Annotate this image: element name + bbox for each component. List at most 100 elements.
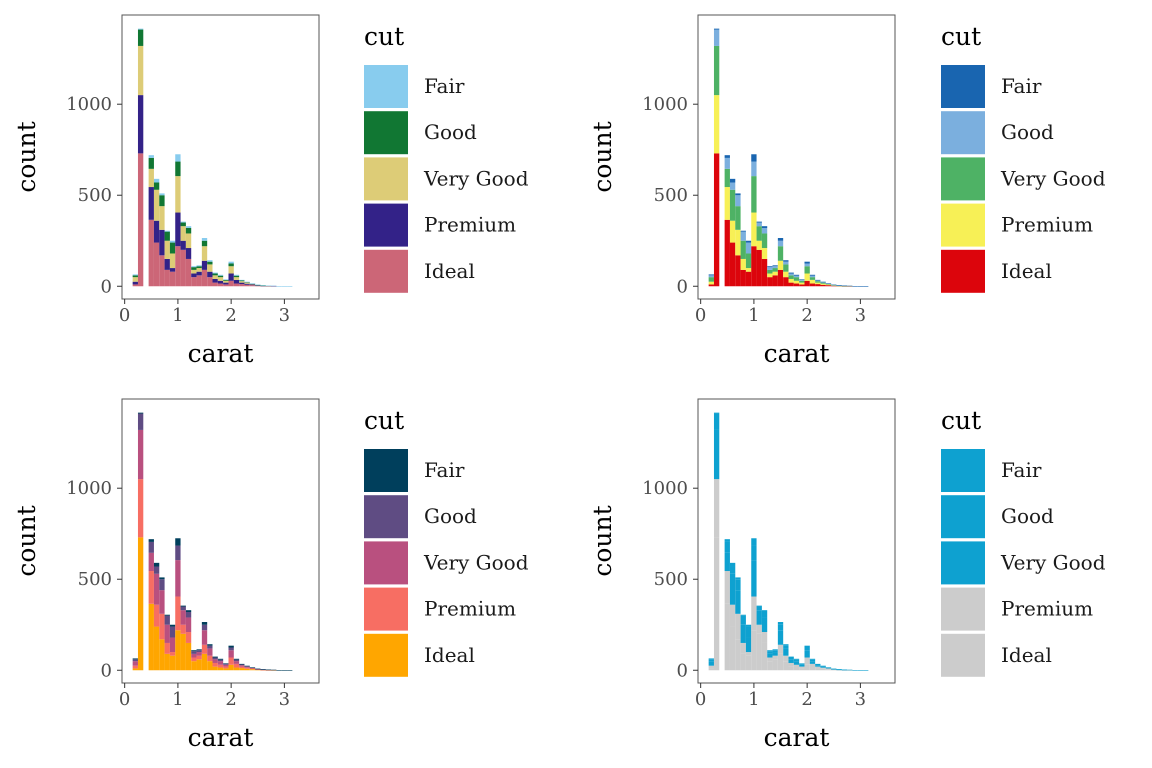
bar-segment (169, 624, 176, 627)
bar-segment (239, 282, 245, 285)
bar-segment (180, 633, 186, 671)
legend-title: cut (364, 22, 404, 51)
bar-segment (137, 29, 144, 46)
bar-segment (265, 285, 272, 287)
x-axis-title: carat (764, 723, 830, 752)
bar-segment (831, 285, 837, 287)
bar-segment (185, 258, 192, 287)
bar-segment (191, 651, 197, 654)
bar-segment (713, 413, 720, 430)
x-tick-label: 2 (225, 305, 236, 326)
x-tick-label: 1 (748, 305, 759, 326)
y-tick-label: 0 (101, 660, 112, 681)
bar-segment (164, 230, 170, 232)
bar-segment (169, 626, 176, 638)
bar-segment (831, 669, 837, 670)
bar-segment (265, 669, 272, 671)
bar-segment (191, 267, 197, 270)
bar-segment (745, 271, 752, 287)
x-axis-title: carat (188, 339, 254, 368)
bar-segment (191, 653, 197, 658)
bar-segment (788, 656, 794, 658)
bar-segment (175, 154, 181, 162)
bar-segment (244, 281, 250, 283)
bar-segment (180, 221, 186, 223)
bar-segment (196, 659, 202, 671)
bar-segment (159, 577, 165, 580)
bar-segment (729, 242, 736, 287)
bar-segment (175, 246, 181, 287)
bar-segment (164, 258, 170, 270)
legend-key (364, 157, 408, 201)
bar-segment (196, 265, 202, 267)
bar-segment (244, 282, 250, 284)
bar-segment (745, 655, 752, 671)
legend-key (364, 65, 408, 108)
bar-segment (153, 182, 160, 190)
bar-segment (825, 284, 832, 286)
bar-segment (772, 268, 778, 272)
bar-segment (233, 658, 240, 660)
y-tick-label: 500 (78, 185, 112, 206)
bar-segment (196, 652, 202, 656)
legend-key (941, 157, 985, 201)
bar-segment (772, 266, 778, 269)
bar-segment (212, 666, 218, 671)
bar-segment (239, 284, 245, 287)
bar-segment (825, 285, 832, 287)
bar-segment (815, 282, 821, 285)
bar-segment (825, 283, 832, 284)
legend-key (364, 203, 408, 247)
legend-label: Good (1001, 120, 1054, 144)
bar-segment (148, 552, 154, 572)
y-tick-label: 500 (654, 185, 688, 206)
bar-segment (788, 275, 794, 279)
bar-segment (196, 266, 202, 269)
bar-segment (708, 275, 714, 278)
chart-panel-4: 0 1 2 3 0 500 1000 carat count cut Fair Good Very Go… (588, 398, 1106, 752)
bar-segment (799, 668, 805, 671)
bar-segment (809, 659, 816, 662)
bar-segment (761, 228, 768, 234)
bar-segment (207, 277, 213, 287)
bar-segment (228, 645, 234, 648)
bar-segment (751, 630, 757, 671)
bar-segment (180, 624, 186, 634)
x-tick-label: 0 (695, 305, 706, 326)
legend-label: Premium (424, 213, 516, 237)
legend-label: Fair (424, 74, 465, 98)
bar-segment (175, 545, 181, 561)
bar-segment (223, 279, 229, 281)
bar-segment (153, 626, 160, 671)
bar-segment (153, 242, 160, 287)
bar-segment (153, 178, 160, 183)
bar-segment (799, 282, 805, 285)
bar-segment (164, 624, 170, 643)
bar-segment (724, 155, 730, 158)
legend-key (941, 587, 985, 631)
bar-segment (153, 562, 160, 567)
bar-segment (729, 566, 736, 574)
bar-segment (767, 273, 773, 278)
bar-segment (724, 552, 730, 572)
bar-segment (233, 275, 240, 278)
bar-segment (196, 271, 202, 276)
bar-segment (767, 650, 773, 652)
bar-segment (148, 539, 154, 542)
bar-segment (249, 283, 256, 284)
bar-segment (777, 622, 784, 625)
bar-segment (249, 283, 256, 285)
bar-segment (724, 541, 730, 553)
bar-segment (175, 161, 181, 177)
bar-segment (271, 285, 277, 287)
bar-segment (740, 258, 746, 270)
x-tick-label: 2 (225, 689, 236, 710)
bar-segment (809, 667, 816, 671)
bar-segment (745, 624, 752, 627)
panel-border (697, 398, 896, 684)
bar-segment (767, 657, 773, 662)
bar-segment (783, 655, 789, 662)
y-tick-label: 1000 (66, 478, 112, 499)
bar-segment (180, 222, 186, 227)
